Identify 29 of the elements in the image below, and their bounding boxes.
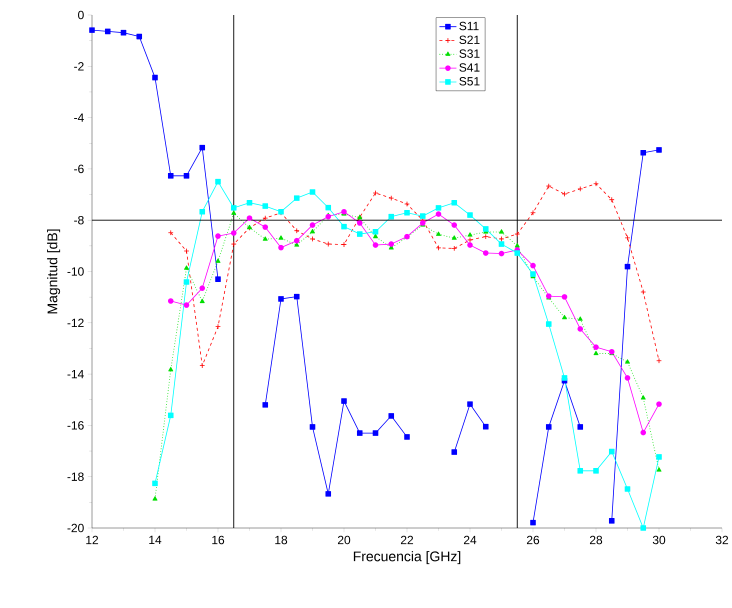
x-tick-label: 16: [212, 536, 224, 544]
y-tick-label: -12: [67, 318, 84, 327]
y-tick-label: -4: [74, 113, 84, 122]
x-tick-label: 24: [464, 536, 476, 544]
y-tick-label: -10: [67, 267, 84, 276]
y-tick-label: -18: [67, 472, 84, 481]
x-tick-label: 22: [400, 536, 414, 544]
legend-label: S31: [459, 49, 480, 58]
legend-label: S41: [459, 63, 480, 72]
x-tick-label: 32: [716, 536, 728, 544]
x-tick-label: 28: [590, 536, 602, 544]
y-tick-label: -2: [74, 62, 84, 70]
legend-label: S51: [459, 77, 480, 86]
y-axis-title: Magnitud [dB]: [47, 229, 60, 314]
y-tick-label: -20: [67, 524, 84, 532]
x-tick-label: 26: [526, 536, 540, 544]
x-tick-label: 14: [149, 536, 162, 544]
x-axis-title: Frecuencia [GHz]: [354, 551, 460, 564]
y-tick-label: -16: [67, 421, 84, 430]
legend-label: S21: [459, 36, 480, 44]
x-tick-label: 12: [86, 536, 98, 544]
y-tick-label: -8: [74, 216, 84, 224]
x-tick-label: 18: [275, 536, 288, 544]
x-tick-label: 20: [338, 536, 350, 544]
y-tick-label: -14: [67, 370, 84, 378]
x-tick-label: 30: [652, 536, 666, 544]
y-tick-label: 0: [78, 10, 84, 20]
legend-label: S11: [459, 22, 479, 30]
y-tick-label: -6: [74, 164, 84, 174]
